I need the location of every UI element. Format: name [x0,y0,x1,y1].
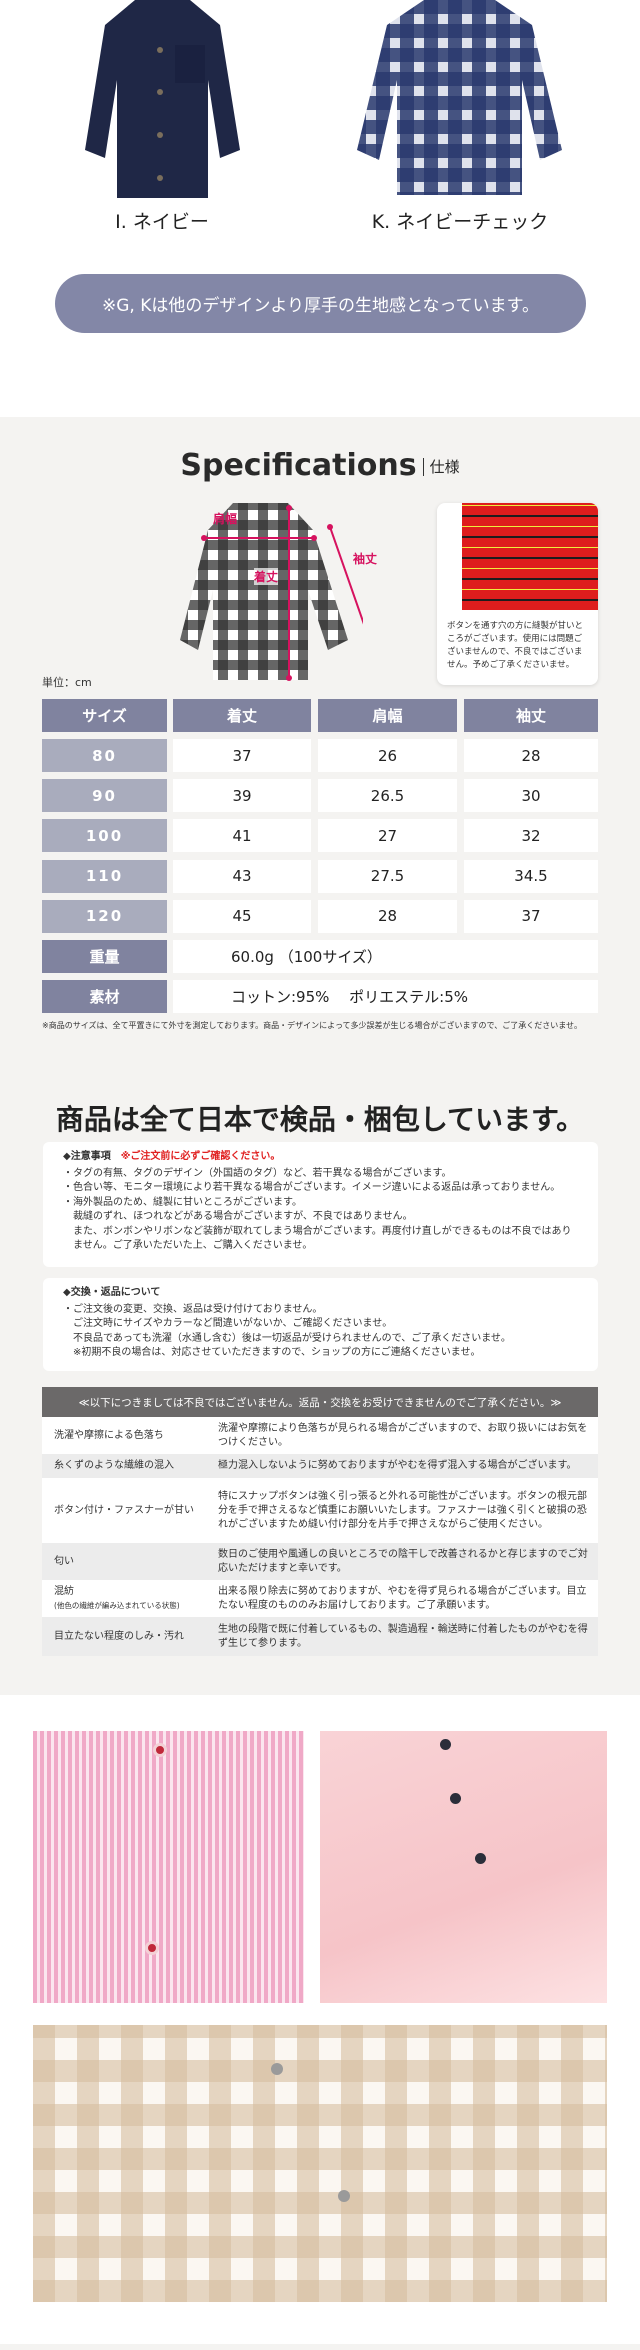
size-cell: 120 [42,899,167,933]
unit-label: 単位：cm [42,676,92,689]
caution-item: ・色合い等、モニター環境により若干異なる場合がございます。イメージ違いによる返品… [63,1182,561,1193]
beige-gingham-shirt-photo [33,2025,607,2302]
measurement-diagram [180,503,363,681]
measurement-cell: 27.5 [318,859,457,893]
non-defect-label: 洗濯や摩擦による色落ち [42,1429,218,1443]
specs-title-text: Specifications [180,448,417,483]
variant-label-navy: I. ネイビー [115,211,209,233]
specs-subtitle: 仕様 [422,458,460,476]
non-defect-row: 糸くずのような繊維の混入 極力混入しないように努めておりますがやむを得ず混入する場… [42,1454,598,1478]
measurement-cell: 27 [318,819,457,853]
non-defect-label: 混紡 (他色の繊維が編み込まれている状態) [42,1585,218,1613]
measurement-cell: 32 [464,819,598,853]
non-defect-row: 洗濯や摩擦による色落ち 洗濯や摩擦により色落ちが見られる場合がございますので、お取… [42,1417,598,1454]
exchange-card: ◆交換・返品について ・ご注文後の変更、交換、返品は受け付けておりません。 ご注… [43,1278,598,1371]
measurement-cell: 37 [464,899,598,933]
header-length: 着丈 [173,699,311,732]
specs-title: Specifications 仕様 [0,448,640,483]
caution-item: 裁縫のずれ、ほつれなどがある場合がございますが、不良ではありません。 [73,1211,413,1222]
non-defect-description: 出来る限り除去に努めておりますが、やむを得ず見られる場合がございます。目立たない… [218,1585,587,1611]
exchange-item: ※初期不良の場合は、対応させていただきますので、ショップの方にご連絡くださいませ… [73,1347,481,1358]
sleeve-label: 袖丈 [353,552,378,566]
navy-shirt-image [85,0,240,198]
measurement-cell: 37 [173,739,311,772]
variant-label-navy-check: K. ネイビーチェック [371,211,549,233]
measurement-cell: 26 [318,739,457,772]
non-defect-label-text: 糸くずのような繊維の混入 [54,1460,174,1471]
measurement-cell: 26.5 [318,779,457,813]
measurement-cell: 28 [464,739,598,772]
non-defect-label: ボタン付け・ファスナーが甘い [42,1504,218,1518]
header-size: サイズ [42,699,167,732]
non-defect-table-header: ≪以下につきましては不良ではございません。返品・交換をお受けできませんのでご了承… [42,1387,598,1417]
non-defect-label-sub: (他色の繊維が編み込まれている状態) [54,1600,180,1610]
material-value: コットン:95% ポリエステル:5% [173,980,598,1013]
size-cell: 80 [42,739,167,772]
measurement-cell: 43 [173,859,311,893]
weight-value: 60.0g （100サイズ） [173,940,598,973]
non-defect-row: 混紡 (他色の繊維が編み込まれている状態) 出来る限り除去に努めておりますが、やむを… [42,1580,598,1617]
non-defect-label: 糸くずのような繊維の混入 [42,1459,218,1473]
length-label: 着丈 [254,568,279,585]
non-defect-row: 目立たない程度のしみ・汚れ 生地の段階で既に付着しているもの、製造過程・輸送時に付… [42,1617,598,1656]
non-defect-row: 匂い 数日のご使用や風通しの良いところでの陰干しで改善されるかと存じますのでご対応… [42,1543,598,1580]
non-defect-table: ≪以下につきましては不良ではございません。返品・交換をお受けできませんのでご了承… [42,1387,598,1656]
sewing-note-card: ボタンを通す穴の方に縫製が甘いところがございます。使用には問題ございませんので、… [437,503,598,685]
exchange-title: ◆交換・返品について [63,1287,161,1298]
tartan-fabric-photo [462,503,598,610]
bottom-divider [0,2344,640,2350]
size-cell: 90 [42,779,167,813]
exchange-item: 不良品であっても洗濯（水通し含む）後は一切返品が受けられませんので、ご了承くださ… [73,1332,511,1344]
weight-label: 重量 [42,940,167,973]
thickness-note-banner: ※G, Kは他のデザインより厚手の生地感となっています。 [55,274,586,333]
non-defect-row: ボタン付け・ファスナーが甘い 特にスナップボタンは強く引っ張ると外れる可能性がござ… [42,1478,598,1543]
exchange-item: ご注文時にサイズやカラーなど間違いがないか、ご確認くださいませ。 [73,1318,393,1329]
navy-check-shirt-image [357,0,562,195]
measurement-cell: 28 [318,899,457,933]
non-defect-label-text: ボタン付け・ファスナーが甘い [54,1504,194,1516]
material-label: 素材 [42,980,167,1013]
header-sleeve: 袖丈 [464,699,598,732]
pink-stripe-shirt-photo [33,1731,304,2003]
non-defect-description: 数日のご使用や風通しの良いところでの陰干しで改善されるかと存じますのでご対応いた… [218,1548,588,1574]
non-defect-description: 特にスナップボタンは強く引っ張ると外れる可能性がございます。ボタンの根元部分を手… [218,1490,587,1530]
size-cell: 110 [42,859,167,893]
caution-item: ・タグの有無、タグのデザイン（外国語のタグ）など、若干異なる場合がございます。 [63,1167,452,1179]
sewing-note-text: ボタンを通す穴の方に縫製が甘いところがございます。使用には問題ございませんので、… [447,621,584,670]
non-defect-label-text: 混紡 [54,1585,74,1597]
size-cell: 100 [42,819,167,853]
pink-solid-shirt-photo [320,1731,607,2003]
measurement-cell: 39 [173,779,311,813]
caution-warning: ※ご注文前に必ずご確認ください。 [120,1151,281,1162]
caution-item: また、ボンボンやリボンなど装飾が取れてしまう場合がございます。再度付け直しができ… [73,1225,572,1252]
non-defect-label: 匂い [42,1555,218,1569]
size-footnote: ※商品のサイズは、全て平置きにて外寸を測定しております。商品・デザインによって多… [42,1021,582,1030]
measurement-cell: 45 [173,899,311,933]
header-shoulder: 肩幅 [318,699,457,732]
non-defect-description: 極力混入しないように努めておりますがやむを得ず混入する場合がございます。 [218,1460,577,1471]
measurement-cell: 34.5 [464,859,598,893]
non-defect-label-text: 匂い [54,1555,74,1567]
non-defect-label: 目立たない程度のしみ・汚れ [42,1630,218,1644]
caution-title: ◆注意事項 [63,1151,111,1162]
non-defect-description: 生地の段階で既に付着しているもの、製造過程・輸送時に付着したものがやむを得ず生じ… [218,1623,588,1649]
non-defect-label-text: 目立たない程度のしみ・汚れ [54,1630,184,1642]
inspection-heading: 商品は全て日本で検品・梱包しています。 [55,1103,585,1136]
measurement-cell: 41 [173,819,311,853]
caution-item: ・海外製品のため、縫製に甘いところがございます。 [63,1196,302,1208]
measurement-cell: 30 [464,779,598,813]
exchange-item: ・ご注文後の変更、交換、返品は受け付けておりません。 [63,1303,323,1315]
caution-card: ◆注意事項 ※ご注文前に必ずご確認ください。 ・タグの有無、タグのデザイン（外国語… [43,1142,598,1267]
shoulder-label: 肩幅 [213,512,238,526]
non-defect-label-text: 洗濯や摩擦による色落ち [54,1429,164,1441]
non-defect-description: 洗濯や摩擦により色落ちが見られる場合がございますので、お取り扱いにはお気をつけく… [218,1422,588,1448]
